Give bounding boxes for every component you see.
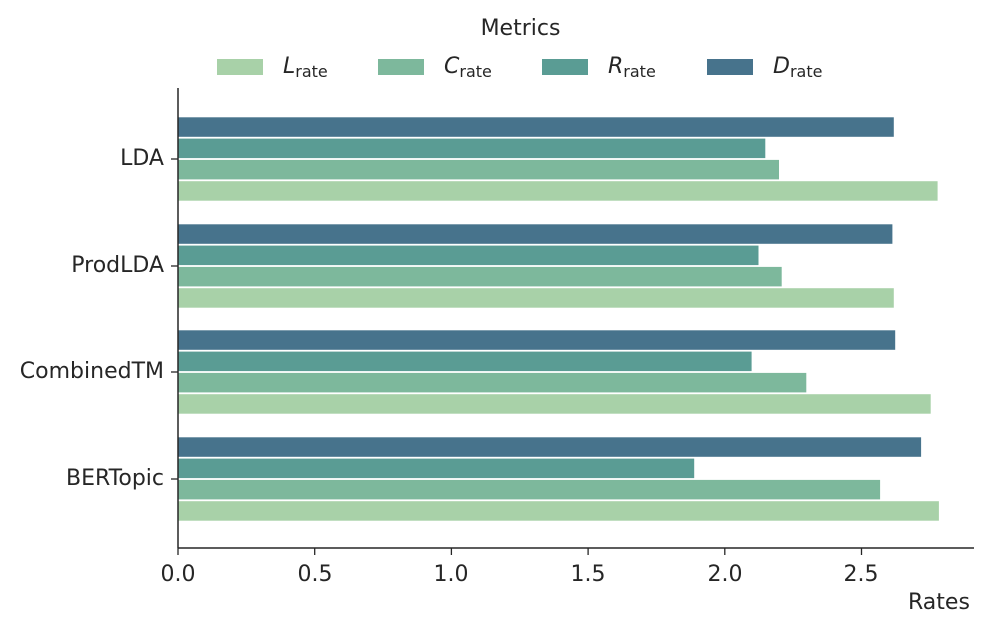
- legend-swatch-d: [707, 59, 753, 75]
- legend-label-l: Lrate: [283, 53, 328, 81]
- legend-title: Metrics: [480, 16, 561, 41]
- x-tick-label-5: 2.5: [843, 562, 879, 587]
- legend-label-c: Crate: [444, 53, 492, 81]
- y-tick-label-lda: LDA: [120, 146, 164, 171]
- legend-swatch-r: [542, 59, 588, 75]
- x-tick-label-4: 2.0: [707, 562, 743, 587]
- y-tick-label-bertopic: BERTopic: [65, 466, 164, 491]
- bar-prodlda-l-rate: [177, 287, 895, 309]
- bar-lda-l-rate: [177, 180, 939, 202]
- bar-bertopic-d-rate: [177, 436, 923, 458]
- y-tick-label-combinedtm: CombinedTM: [19, 359, 164, 384]
- x-tick-label-2: 1.0: [433, 562, 469, 587]
- bar-lda-c-rate: [177, 158, 780, 181]
- legend-label-d: Drate: [773, 53, 823, 81]
- legend-swatch-c: [378, 59, 424, 75]
- bar-lda-d-rate: [177, 116, 895, 138]
- legend-item-r: Rrate: [542, 52, 656, 82]
- bar-combinedtm-d-rate: [177, 329, 897, 351]
- legend-swatch-l: [217, 59, 263, 75]
- bar-lda-r-rate: [177, 137, 767, 160]
- bar-combinedtm-r-rate: [177, 350, 753, 373]
- legend-item-c: Crate: [378, 52, 492, 82]
- x-tick-label-1: 0.5: [297, 562, 333, 587]
- bar-prodlda-d-rate: [177, 223, 894, 245]
- bar-bertopic-r-rate: [177, 457, 696, 480]
- y-tick-label-prodlda: ProdLDA: [71, 253, 164, 278]
- legend: Lrate Crate Rrate Drate: [0, 52, 984, 82]
- bar-prodlda-r-rate: [177, 244, 760, 267]
- bar-bertopic-c-rate: [177, 478, 882, 501]
- legend-label-r: Rrate: [608, 53, 656, 81]
- bar-prodlda-c-rate: [177, 265, 783, 288]
- bar-combinedtm-c-rate: [177, 371, 808, 394]
- legend-item-d: Drate: [707, 52, 822, 82]
- x-tick-label-0: 0.0: [160, 562, 196, 587]
- bar-combinedtm-l-rate: [177, 393, 932, 415]
- x-axis-label: Rates: [908, 590, 970, 615]
- bar-bertopic-l-rate: [177, 500, 940, 522]
- legend-item-l: Lrate: [217, 52, 328, 82]
- x-tick-label-3: 1.5: [570, 562, 606, 587]
